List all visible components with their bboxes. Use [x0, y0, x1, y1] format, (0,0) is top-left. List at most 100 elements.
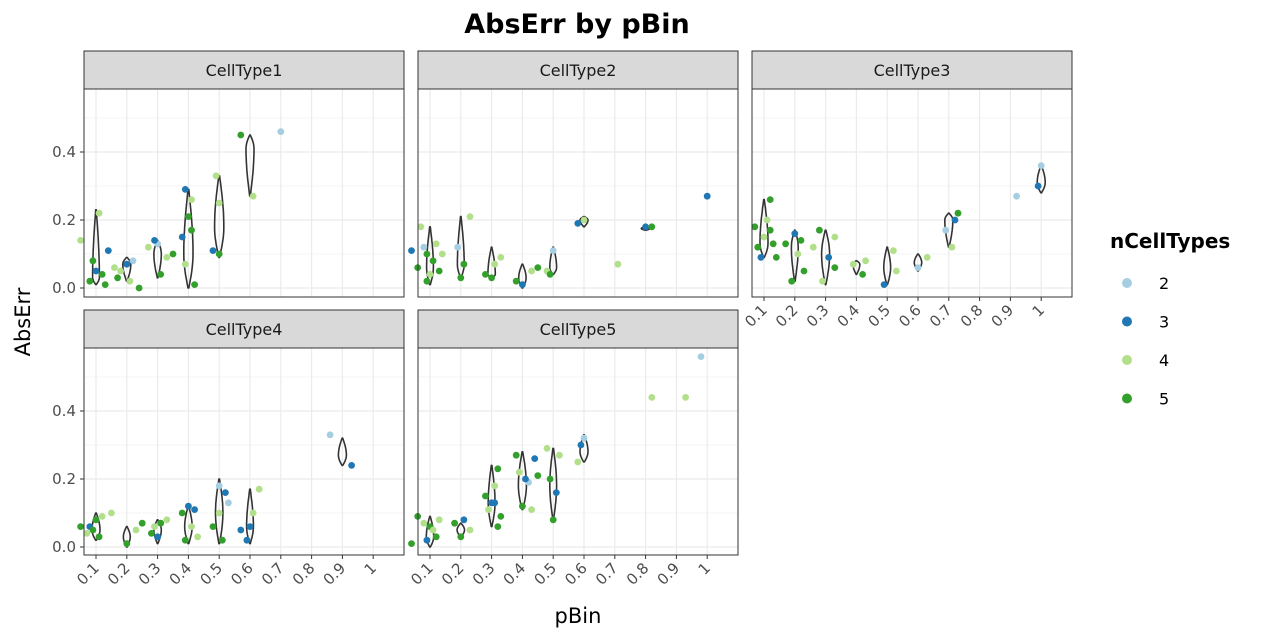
- data-point: [163, 254, 171, 261]
- data-point: [942, 226, 950, 234]
- data-point: [574, 220, 582, 227]
- data-point: [766, 196, 774, 204]
- data-point: [77, 237, 84, 244]
- legend-key: [1122, 355, 1132, 365]
- data-point: [181, 536, 189, 544]
- data-point: [209, 523, 217, 530]
- violin-0.2: [456, 215, 466, 279]
- x-tick-label: 0.7: [592, 559, 622, 589]
- data-point: [766, 226, 774, 234]
- data-point: [163, 516, 171, 524]
- data-point: [800, 267, 808, 275]
- data-point: [154, 533, 162, 541]
- data-point: [546, 475, 554, 483]
- x-tick-label: 0.1: [407, 559, 437, 589]
- data-point: [225, 499, 232, 507]
- legend-key: [1122, 316, 1132, 327]
- data-point: [104, 247, 112, 255]
- data-point: [577, 441, 585, 449]
- violin-0.1: [759, 198, 769, 259]
- data-point: [614, 260, 622, 268]
- data-point: [574, 458, 582, 466]
- data-point: [519, 281, 526, 288]
- x-tick-label: 0.8: [289, 559, 319, 589]
- data-point: [491, 260, 499, 268]
- data-point: [191, 506, 199, 513]
- grid-lines: [418, 89, 738, 297]
- x-tick-label: 0.6: [561, 559, 591, 589]
- data-point: [546, 271, 554, 278]
- data-point: [132, 526, 140, 534]
- data-point: [819, 277, 826, 285]
- data-point: [432, 533, 440, 541]
- data-point: [825, 254, 833, 261]
- data-point: [185, 213, 192, 221]
- panel-background: [418, 348, 738, 555]
- data-point: [438, 250, 446, 258]
- panel-border: [751, 88, 1073, 298]
- x-tick-label: 0.7: [926, 301, 956, 331]
- facet-panel-celltype5: CellType5 0.1 0.2 0.3 0.4 0.5 0.6 0.7 0.8 0.9 1: [407, 309, 739, 589]
- x-tick-label: 0.1: [741, 301, 771, 331]
- legend: nCellTypes 2 3 4 5: [1110, 229, 1230, 409]
- x-tick-label: 0.6: [895, 301, 925, 331]
- data-point: [460, 260, 468, 268]
- x-tick-label: 0.3: [469, 559, 499, 589]
- facet-strip-label: CellType4: [206, 320, 283, 339]
- panel-background: [84, 348, 404, 555]
- data-point: [580, 216, 588, 224]
- panel-border: [83, 347, 405, 556]
- data-point: [697, 353, 705, 360]
- x-tick-label: 0.7: [258, 559, 288, 589]
- data-point: [95, 209, 103, 217]
- data-point: [95, 533, 103, 541]
- y-tick-label: 0.0: [52, 538, 76, 556]
- data-point: [222, 489, 229, 496]
- data-point: [178, 509, 186, 517]
- data-point: [135, 284, 143, 292]
- data-point: [522, 475, 529, 483]
- legend-label: 5: [1159, 390, 1169, 409]
- data-point: [466, 213, 474, 221]
- data-point: [326, 431, 334, 439]
- x-tick-label: 0.3: [135, 559, 165, 589]
- data-point: [751, 223, 759, 231]
- x-tick-label: 0.4: [500, 559, 530, 589]
- facet-strip-label: CellType1: [206, 61, 283, 80]
- data-point: [451, 519, 458, 527]
- data-point: [215, 482, 223, 490]
- x-tick-label: 0.6: [227, 559, 257, 589]
- data-point: [642, 223, 649, 231]
- x-tick-label: 0.2: [772, 301, 802, 331]
- data-point: [859, 271, 866, 278]
- x-tick-label: 0.9: [320, 559, 350, 589]
- data-point: [157, 271, 165, 278]
- data-point: [497, 254, 505, 261]
- data-point: [954, 209, 962, 217]
- legend-item-4: 4: [1122, 351, 1169, 370]
- data-point: [809, 243, 817, 251]
- data-point: [101, 281, 109, 288]
- data-point: [648, 223, 656, 231]
- violin-0.6: [579, 433, 589, 463]
- violin-0.2: [790, 229, 800, 283]
- data-point: [682, 394, 689, 401]
- data-point: [549, 516, 557, 524]
- data-point: [494, 465, 502, 473]
- panel-background: [752, 89, 1072, 297]
- data-point: [515, 468, 523, 476]
- x-tick-label: 0.5: [530, 559, 560, 589]
- data-point: [466, 526, 474, 534]
- x-tick-label: 0.3: [803, 301, 833, 331]
- facet-panel-celltype3: CellType3 0.1 0.2 0.3 0.4 0.5 0.6 0.7 0.8 0.9 1: [741, 50, 1073, 331]
- legend-item-3: 3: [1122, 313, 1169, 332]
- data-point: [123, 260, 131, 268]
- facet-strip: [751, 50, 1073, 90]
- data-point: [788, 277, 796, 285]
- data-point: [948, 243, 956, 251]
- data-point: [117, 267, 124, 275]
- data-point: [831, 264, 839, 271]
- data-point: [528, 506, 535, 513]
- facet-strip-label: CellType3: [874, 61, 951, 80]
